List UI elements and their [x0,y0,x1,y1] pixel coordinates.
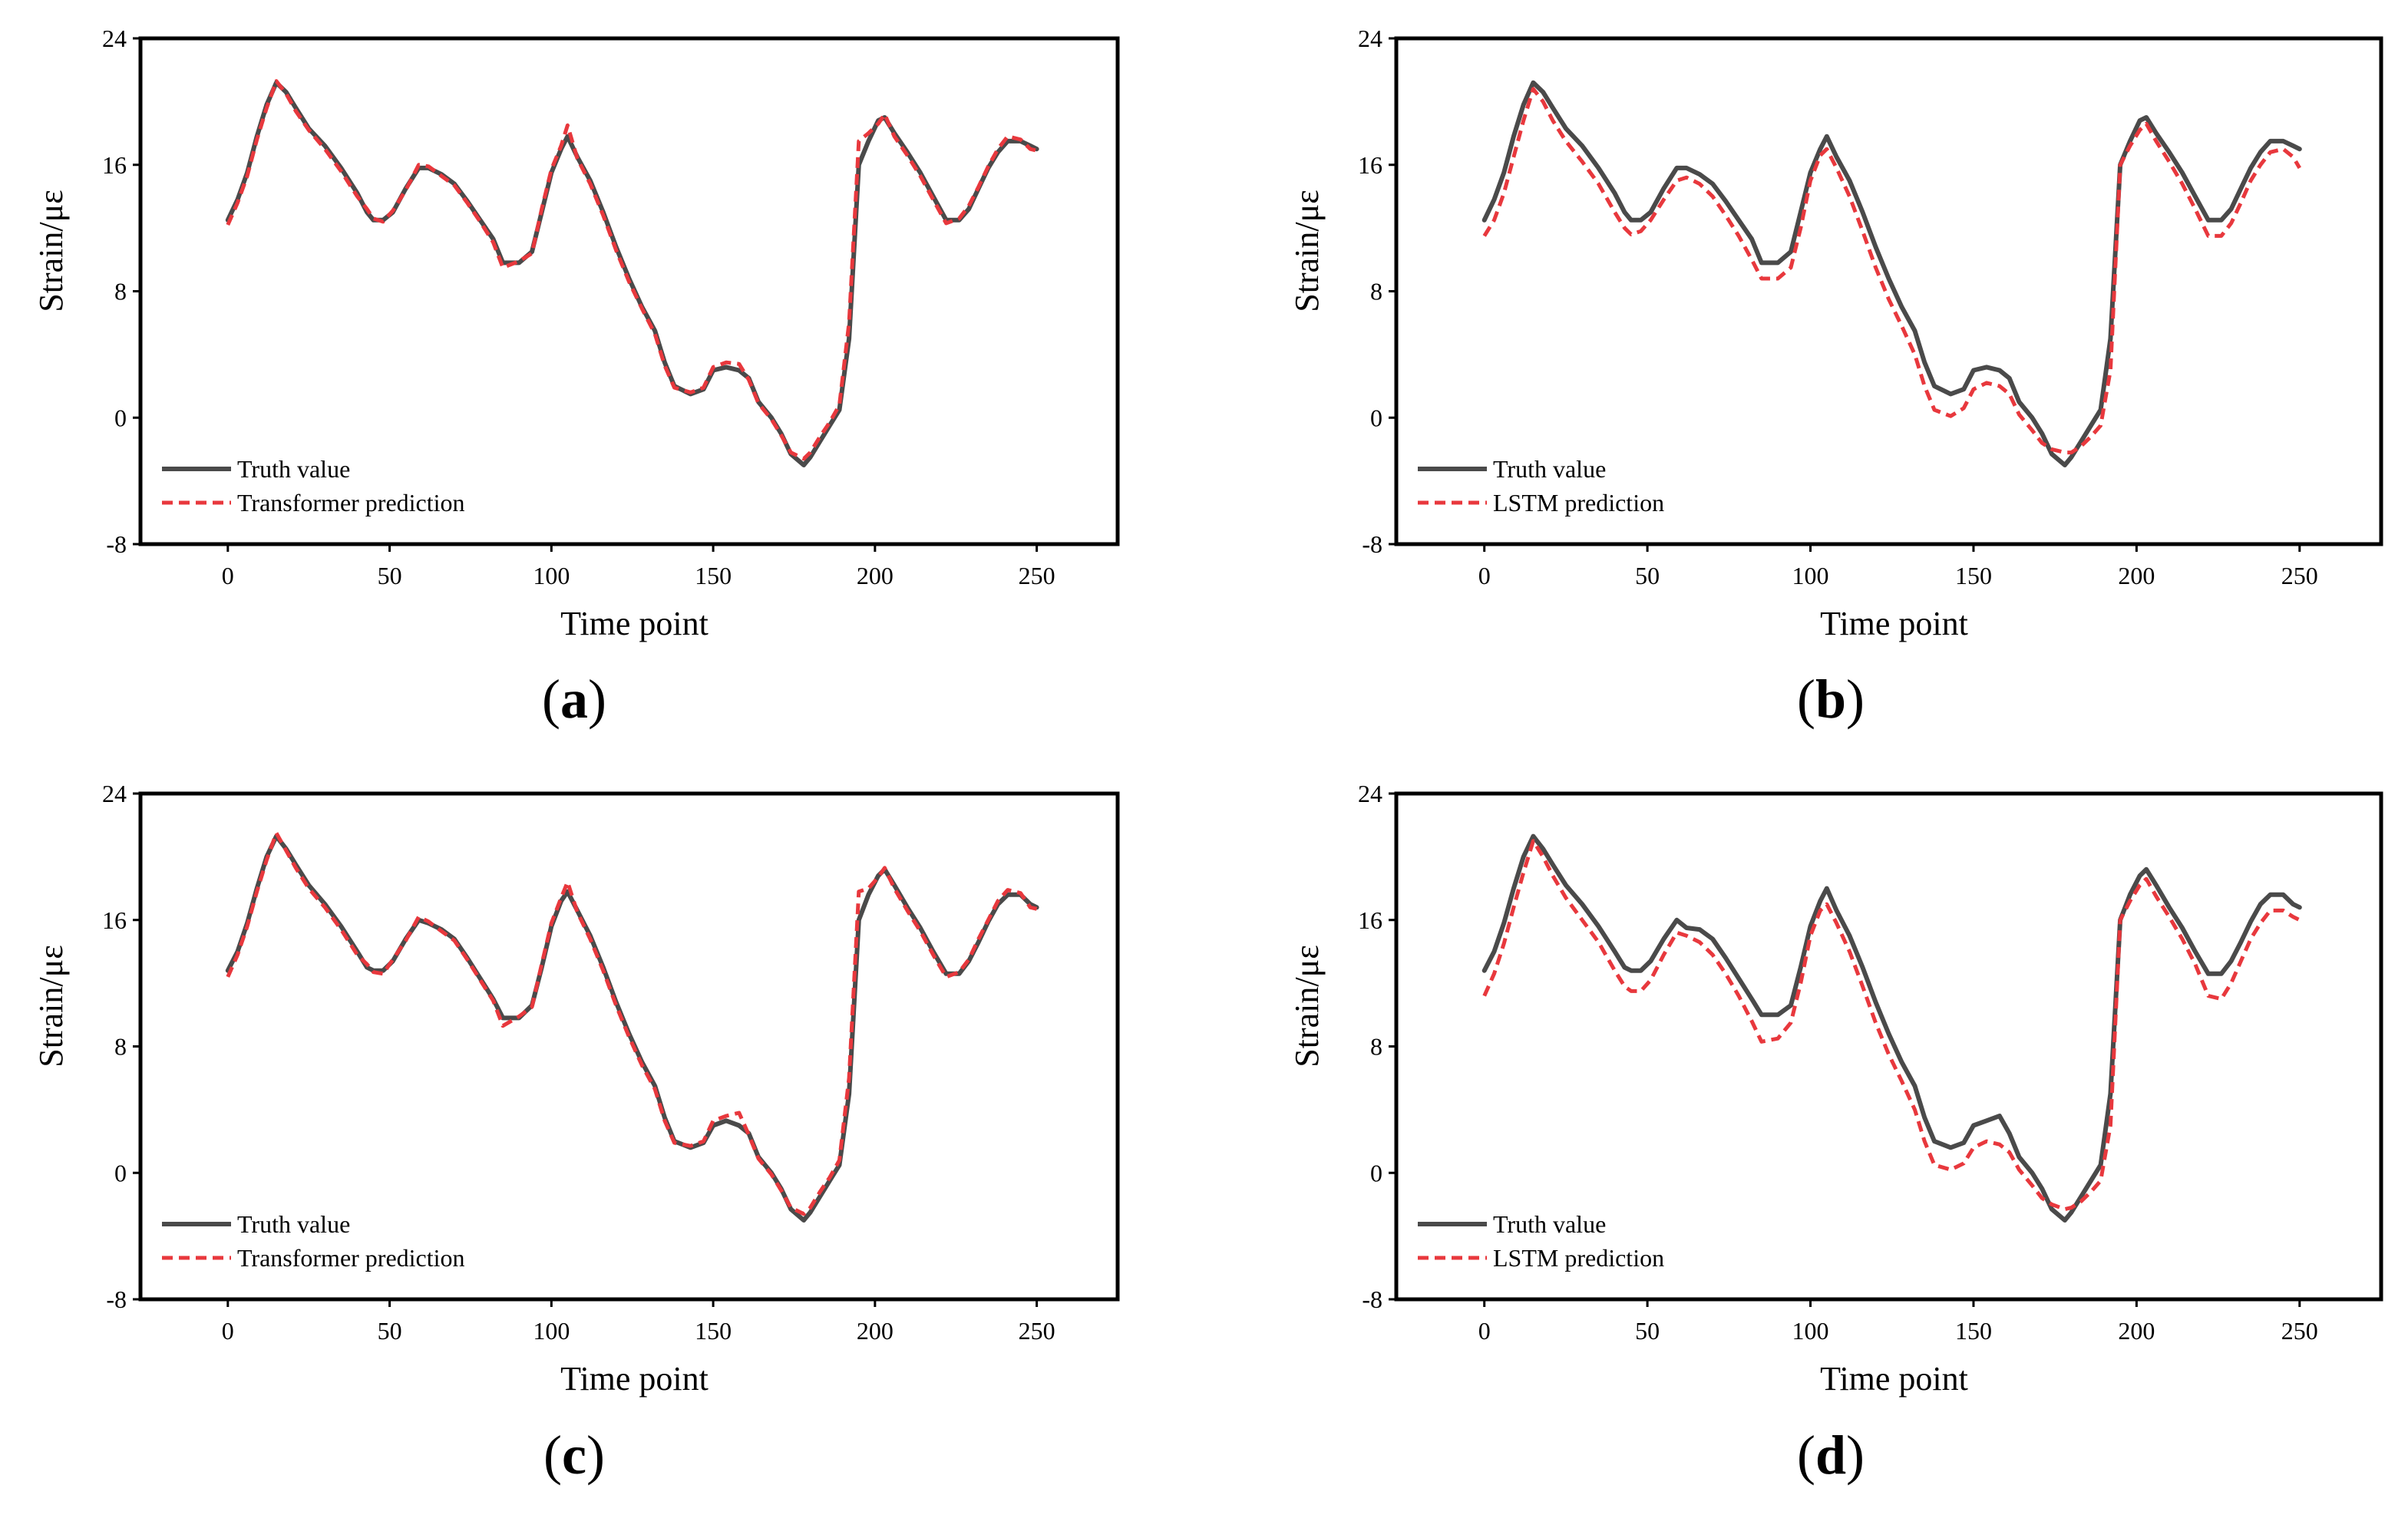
y-tick-label-d: 16 [1358,906,1382,934]
x-tick-label-a: 0 [222,562,234,589]
plot-frame-c [138,791,1120,1302]
y-tick-label-a: 24 [102,25,127,52]
y-axis-title-b: Strain/με [1288,190,1326,312]
series-line-d-truth [1481,833,2302,1223]
x-axis-title-c: Time point [560,1360,709,1398]
x-axis-title-d: Time point [1820,1360,1968,1398]
x-tick-label-c: 200 [857,1317,894,1345]
plot-frame-b [1394,36,2383,546]
y-tick-label-d: 24 [1358,780,1382,807]
panel-a: -8 0 8 16 24 0 50 100 150 200 250 Truth value Transf… [32,25,1120,730]
plot-frame-d [1394,791,2383,1302]
y-tick-label-b: 8 [1370,278,1382,305]
x-tick-label-b: 250 [2281,562,2318,589]
legend-label-b-truth: Truth value [1493,455,1606,483]
y-tick-label-c: 8 [114,1033,127,1061]
y-tick-label-c: 16 [102,906,127,934]
y-tick-label-c: 0 [114,1159,127,1186]
panel-c: -8 0 8 16 24 0 50 100 150 200 250 Truth value Transf… [32,780,1120,1486]
y-tick-label-b: 24 [1358,25,1382,52]
panel-caption-d: (d) [1797,1424,1865,1486]
series-line-d-prediction [1482,839,2301,1212]
legend-label-a-truth: Truth value [237,455,350,483]
y-tick-label-c: 24 [102,780,127,807]
y-tick-label-d: -8 [1362,1285,1382,1313]
y-tick-label-d: 8 [1370,1033,1382,1061]
x-tick-label-a: 50 [378,562,402,589]
caption-open: ( [543,1424,562,1486]
x-tick-label-b: 0 [1478,562,1491,589]
x-tick-label-d: 100 [1792,1317,1829,1345]
panel-d: -8 0 8 16 24 0 50 100 150 200 250 Truth value LSTM p… [1288,780,2383,1486]
x-tick-label-b: 200 [2118,562,2155,589]
y-tick-label-a: 0 [114,404,127,431]
caption-close: ) [588,668,606,730]
y-tick-label-c: -8 [106,1285,127,1313]
x-tick-label-b: 100 [1792,562,1829,589]
plot-frame-a [138,36,1120,546]
legend-label-d-prediction: LSTM prediction [1493,1244,1664,1272]
x-tick-label-a: 200 [857,562,894,589]
y-tick-label-a: 16 [102,151,127,179]
series-line-b-truth [1481,80,2302,467]
legend-label-b-prediction: LSTM prediction [1493,489,1664,516]
panel-caption-b: (b) [1797,668,1865,730]
panel-caption-c: (c) [543,1424,605,1486]
caption-letter: b [1815,668,1846,730]
legend-label-d-truth: Truth value [1493,1210,1606,1238]
legend-label-c-truth: Truth value [237,1210,350,1238]
y-tick-label-b: 0 [1370,404,1382,431]
x-tick-label-b: 50 [1635,562,1660,589]
y-tick-label-a: -8 [106,530,127,558]
x-tick-label-a: 250 [1019,562,1055,589]
y-tick-label-d: 0 [1370,1159,1382,1186]
y-tick-label-a: 8 [114,278,127,305]
caption-letter: a [560,668,588,730]
x-axis-title-b: Time point [1820,605,1968,642]
panel-caption-a: (a) [542,668,606,730]
caption-open: ( [1797,668,1815,730]
x-tick-label-c: 100 [533,1317,570,1345]
x-tick-label-a: 100 [533,562,570,589]
caption-letter: c [562,1424,586,1486]
y-axis-title-a: Strain/με [32,190,70,312]
y-tick-label-b: 16 [1358,151,1382,179]
caption-close: ) [1846,1424,1865,1486]
caption-open: ( [542,668,560,730]
x-axis-title-a: Time point [560,605,709,642]
legend-label-a-prediction: Transformer prediction [237,489,465,516]
y-tick-label-b: -8 [1362,530,1382,558]
y-axis-title-d: Strain/με [1288,945,1326,1067]
x-tick-label-d: 150 [1955,1317,1992,1345]
series-line-a-prediction [226,79,1038,461]
caption-letter: d [1815,1424,1846,1486]
legend-label-c-prediction: Transformer prediction [237,1244,465,1272]
x-tick-label-a: 150 [695,562,732,589]
caption-close: ) [1846,668,1865,730]
x-tick-label-b: 150 [1955,562,1992,589]
series-line-b-prediction [1482,87,2301,455]
caption-open: ( [1797,1424,1815,1486]
x-tick-label-d: 50 [1635,1317,1660,1345]
x-tick-label-d: 250 [2281,1317,2318,1345]
y-axis-title-c: Strain/με [32,945,70,1067]
panel-b: -8 0 8 16 24 0 50 100 150 200 250 Truth value LSTM p… [1288,25,2383,730]
x-tick-label-c: 250 [1019,1317,1055,1345]
x-tick-label-c: 50 [378,1317,402,1345]
x-tick-label-c: 0 [222,1317,234,1345]
series-line-c-prediction [226,831,1038,1216]
x-tick-label-c: 150 [695,1317,732,1345]
x-tick-label-d: 0 [1478,1317,1491,1345]
caption-close: ) [586,1424,605,1486]
x-tick-label-d: 200 [2118,1317,2155,1345]
